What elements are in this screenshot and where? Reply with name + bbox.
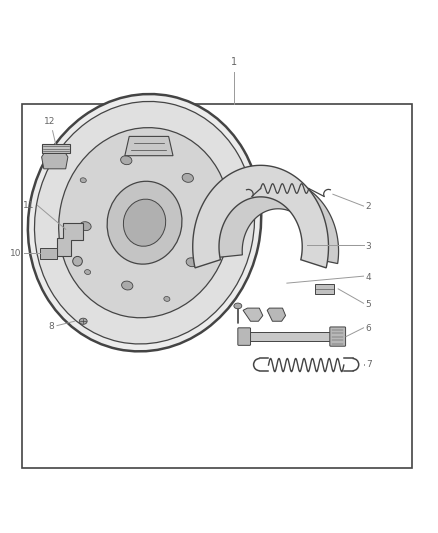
Polygon shape <box>243 308 263 321</box>
Ellipse shape <box>186 258 198 266</box>
Polygon shape <box>57 223 83 255</box>
Ellipse shape <box>164 296 170 301</box>
Ellipse shape <box>156 142 162 147</box>
Bar <box>22 104 412 468</box>
Polygon shape <box>42 154 68 169</box>
Ellipse shape <box>120 156 132 165</box>
Polygon shape <box>315 284 334 294</box>
Ellipse shape <box>80 222 91 231</box>
Polygon shape <box>267 308 286 321</box>
Text: 4: 4 <box>366 272 371 281</box>
Ellipse shape <box>85 270 91 274</box>
Text: 3: 3 <box>366 242 371 251</box>
Ellipse shape <box>213 209 219 214</box>
FancyBboxPatch shape <box>238 328 251 345</box>
Polygon shape <box>125 136 173 156</box>
Polygon shape <box>218 180 339 263</box>
Ellipse shape <box>59 127 230 318</box>
Text: 7: 7 <box>366 360 371 369</box>
Text: 12: 12 <box>44 117 55 126</box>
FancyBboxPatch shape <box>330 327 346 346</box>
Ellipse shape <box>35 101 254 344</box>
Ellipse shape <box>107 181 182 264</box>
FancyBboxPatch shape <box>247 332 333 341</box>
Text: 1: 1 <box>231 57 237 67</box>
Ellipse shape <box>234 303 242 309</box>
Ellipse shape <box>182 173 194 182</box>
Text: 6: 6 <box>366 324 371 333</box>
Text: 8: 8 <box>48 322 54 331</box>
Text: 10: 10 <box>10 249 21 258</box>
Ellipse shape <box>124 199 166 246</box>
Text: 2: 2 <box>366 203 371 212</box>
Ellipse shape <box>80 178 86 183</box>
Ellipse shape <box>79 318 87 324</box>
Polygon shape <box>193 165 328 268</box>
Polygon shape <box>42 144 70 154</box>
Text: 5: 5 <box>366 300 371 309</box>
Ellipse shape <box>28 94 261 351</box>
Ellipse shape <box>122 281 133 290</box>
Ellipse shape <box>73 256 82 266</box>
FancyBboxPatch shape <box>40 248 57 259</box>
Text: 11: 11 <box>23 201 34 209</box>
